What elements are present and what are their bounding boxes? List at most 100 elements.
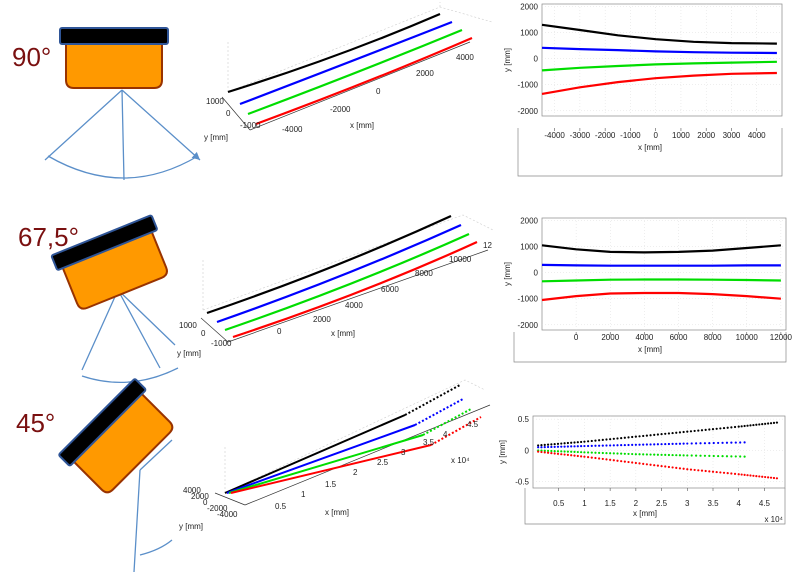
- x-tick: 1.5: [325, 480, 337, 489]
- data-point: [719, 427, 722, 430]
- data-point: [715, 470, 718, 474]
- data-point: [583, 440, 586, 443]
- data-point: [675, 431, 678, 434]
- series-line: [541, 244, 781, 254]
- data-point: [699, 442, 702, 445]
- beam-fan-45: [133, 439, 173, 573]
- data-point: [743, 455, 746, 458]
- data-point: [671, 442, 674, 446]
- data-point: [656, 453, 659, 456]
- data-point: [601, 451, 604, 455]
- y-tick: 0: [226, 109, 231, 118]
- data-point: [609, 438, 612, 441]
- x-axis-label: x [mm]: [325, 508, 349, 517]
- data-point: [601, 444, 604, 447]
- data-point: [711, 428, 715, 431]
- data-point: [675, 466, 678, 469]
- data-point: [616, 437, 619, 440]
- x-tick: 10000: [449, 255, 472, 264]
- data-point: [537, 444, 540, 447]
- data-point: [722, 471, 726, 474]
- data-point: [627, 460, 630, 464]
- y-tick: 0: [203, 498, 208, 507]
- data-point: [653, 453, 656, 456]
- data-point: [609, 458, 612, 461]
- data-point: [743, 424, 746, 428]
- data-point: [638, 462, 641, 465]
- y-tick: 2000: [520, 217, 538, 226]
- data-point: [746, 424, 749, 427]
- data-point: [660, 433, 663, 436]
- data-point: [563, 453, 566, 456]
- data-point: [682, 467, 685, 470]
- x-tick: 8000: [704, 333, 722, 342]
- data-point: [721, 455, 724, 458]
- data-point: [642, 434, 645, 438]
- data-point: [660, 443, 663, 446]
- data-point: [693, 468, 696, 472]
- y-tick: -4000: [217, 510, 238, 519]
- x-tick: 1: [301, 490, 306, 499]
- data-point: [612, 459, 615, 462]
- data-point: [740, 473, 743, 476]
- data-point: [653, 443, 656, 446]
- x-tick: 3.5: [707, 499, 719, 508]
- data-point: [645, 463, 648, 466]
- data-point: [733, 425, 737, 429]
- data-point: [752, 474, 755, 477]
- data-point: [761, 423, 764, 426]
- x-tick: -3000: [570, 131, 591, 140]
- data-point: [704, 428, 707, 431]
- data-point: [767, 422, 770, 425]
- data-point: [678, 454, 682, 457]
- data-point: [598, 439, 601, 442]
- xaxis-box: [517, 128, 783, 177]
- data-point: [576, 450, 579, 454]
- data-point: [704, 469, 707, 473]
- data-point: [642, 453, 645, 456]
- data-point: [697, 469, 700, 472]
- data-point: [623, 443, 626, 447]
- data-point: [739, 441, 742, 444]
- data-point: [690, 454, 693, 457]
- x-tick: 0: [574, 333, 579, 342]
- data-point: [671, 453, 674, 457]
- data-point: [616, 459, 619, 462]
- data-point: [570, 454, 573, 457]
- data-point: [553, 445, 556, 448]
- x-tick: 8000: [415, 269, 433, 278]
- data-point: [627, 436, 630, 439]
- data-point: [590, 444, 593, 447]
- series-line: [541, 46, 777, 55]
- data-point: [556, 445, 560, 448]
- data-point: [686, 442, 689, 445]
- data-point: [775, 477, 779, 480]
- x-tick: 3.5: [423, 438, 435, 447]
- data-point: [576, 441, 579, 444]
- y-axis-label: y [mm]: [179, 522, 203, 531]
- series-line: [541, 278, 781, 283]
- x-ticks-3d-45: 0.5 1 1.5 2 2.5 3 3.5 4 4.5: [275, 420, 479, 511]
- data-point: [642, 462, 645, 465]
- data-point: [576, 454, 579, 458]
- x-tick: 1000: [672, 131, 690, 140]
- data-point: [583, 444, 586, 448]
- data-point: [730, 472, 733, 475]
- data-point: [649, 443, 652, 446]
- series-lines-3d-90: [227, 12, 473, 126]
- x-tick: 2.5: [656, 499, 668, 508]
- x-axis-label: x [mm]: [331, 329, 355, 338]
- data-point: [587, 444, 590, 448]
- x-tick: 2000: [416, 69, 434, 78]
- y-tick: 2000: [520, 3, 538, 12]
- data-point: [598, 451, 601, 454]
- data-point: [550, 449, 553, 453]
- x-tick: 12: [483, 241, 492, 250]
- x-tick: 1: [582, 499, 587, 508]
- data-point: [550, 445, 553, 449]
- x-tick: 3000: [723, 131, 741, 140]
- data-point: [546, 451, 550, 454]
- data-point: [609, 452, 612, 455]
- y-tick: 0: [534, 269, 539, 278]
- data-point: [746, 474, 749, 477]
